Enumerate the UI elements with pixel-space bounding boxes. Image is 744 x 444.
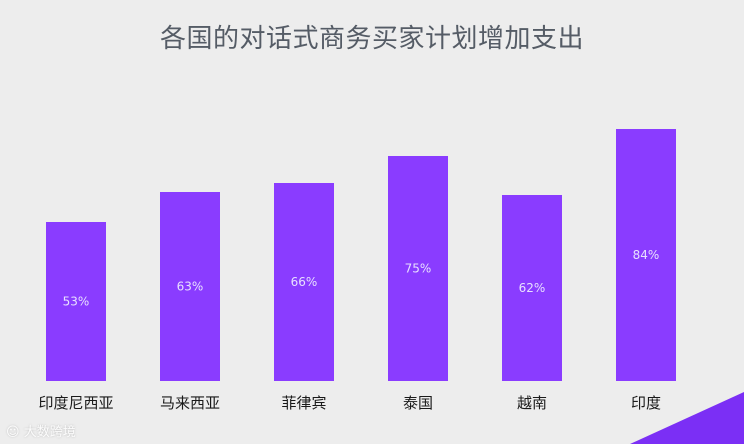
category-label-5: 越南 xyxy=(517,394,547,412)
bar-5 xyxy=(502,195,562,381)
category-label-1: 印度尼西亚 xyxy=(38,394,113,412)
bars-group xyxy=(46,129,676,381)
bar-1 xyxy=(46,222,106,381)
data-label-4: 75% xyxy=(405,262,432,276)
category-labels-group: 印度尼西亚 马来西亚 菲律宾 泰国 越南 印度 xyxy=(38,394,661,412)
category-label-3: 菲律宾 xyxy=(281,394,326,412)
data-label-5: 62% xyxy=(519,281,546,295)
category-label-6: 印度 xyxy=(631,394,661,412)
watermark: ☺ 大数跨境 xyxy=(6,421,76,440)
bar-3 xyxy=(274,183,334,381)
watermark-logo-icon: ☺ xyxy=(6,425,20,440)
watermark-text: 大数跨境 xyxy=(23,425,76,440)
data-label-3: 66% xyxy=(291,275,318,289)
bar-6 xyxy=(616,129,676,381)
chart-title: 各国的对话式商务买家计划增加支出 xyxy=(159,24,584,54)
bar-4 xyxy=(388,156,448,381)
category-label-4: 泰国 xyxy=(403,394,433,412)
bar-2 xyxy=(160,192,220,381)
data-label-6: 84% xyxy=(633,248,660,262)
bar-labels-group: 53% 63% 66% 75% 62% 84% xyxy=(63,248,660,309)
data-label-2: 63% xyxy=(177,280,204,294)
category-label-2: 马来西亚 xyxy=(160,394,220,412)
data-label-1: 53% xyxy=(63,295,90,309)
